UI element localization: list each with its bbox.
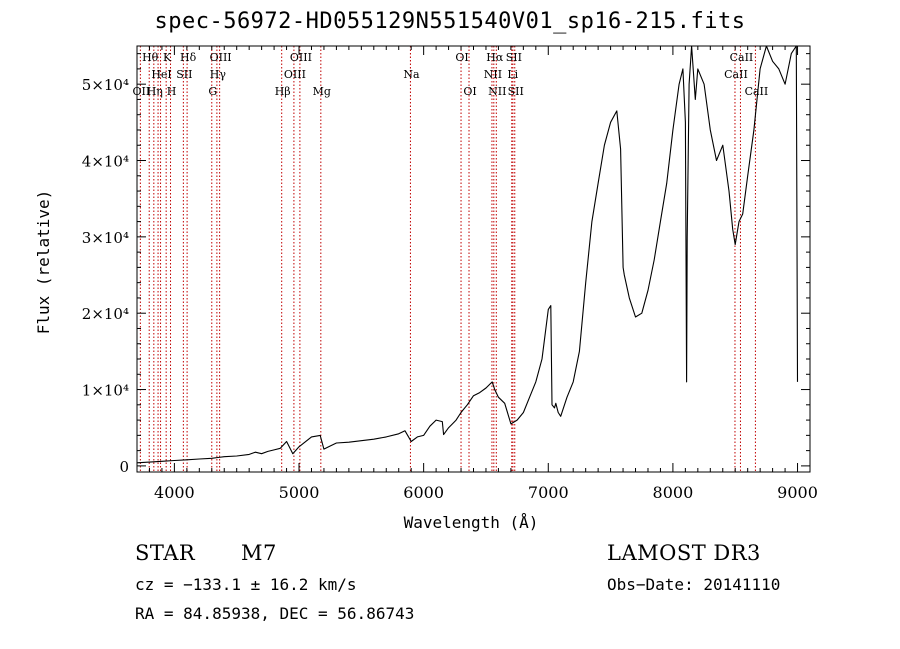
line-label: G [208, 85, 217, 98]
line-label: Hβ [275, 85, 291, 98]
x-axis-label: Wavelength (Å) [404, 513, 539, 532]
y-tick-label: 4×10⁴ [82, 153, 129, 171]
line-label: HeI [151, 68, 171, 81]
line-label: CaII [724, 68, 748, 81]
line-label: OII [133, 85, 151, 98]
line-label: Hγ [210, 68, 227, 81]
spectrum-series [136, 45, 799, 464]
spectrum-line [136, 45, 799, 464]
line-label: K [163, 51, 172, 64]
coordinates: RA = 84.85938, DEC = 56.86743 [135, 604, 415, 623]
y-tick-label: 2×10⁴ [82, 305, 129, 323]
object-subclass: M7 [241, 541, 277, 565]
redshift-velocity: cz = −133.1 ± 16.2 km/s [135, 575, 357, 594]
chart-title: spec-56972-HD055129N551540V01_sp16-215.f… [154, 9, 746, 34]
line-label: Mg [313, 85, 331, 98]
line-label: SII [176, 68, 192, 81]
x-tick-label: 5000 [279, 483, 320, 502]
line-label: Hδ [180, 51, 197, 64]
line-label: NII [484, 68, 502, 81]
line-label: SII [508, 85, 524, 98]
line-label: Hα [486, 51, 504, 64]
x-tick-label: 8000 [653, 483, 694, 502]
y-tick-label: 3×10⁴ [82, 229, 129, 247]
line-labels: OII Hθ Hη HeI K H SII Hδ G Hγ OIII Hβ OIII OIII Mg Na OI… [133, 51, 769, 98]
x-tick-label: 6000 [403, 483, 444, 502]
spectral-line-markers [139, 46, 756, 472]
line-label: NII [488, 85, 506, 98]
line-label: Li [507, 68, 518, 81]
line-label: Na [403, 68, 420, 81]
object-class: STAR [135, 541, 196, 565]
y-tick-label: 0 [119, 458, 129, 476]
line-label: H [167, 85, 177, 98]
line-label: CaII [745, 85, 769, 98]
axes: 4000 5000 6000 7000 8000 9000 0 1×10⁴ 2×10⁴ 3×10⁴… [82, 46, 818, 502]
line-label: OI [463, 85, 476, 98]
observation-date: Obs−Date: 20141110 [607, 575, 781, 594]
line-label: OIII [290, 51, 312, 64]
y-tick-label: 5×10⁴ [82, 76, 129, 94]
line-label: SII [506, 51, 522, 64]
line-label: Hθ [142, 51, 159, 64]
line-label: OIII [284, 68, 306, 81]
line-label: OI [455, 51, 468, 64]
x-tick-label: 7000 [528, 483, 569, 502]
line-label: CaII [730, 51, 754, 64]
y-axis-label: Flux (relative) [34, 190, 53, 335]
survey-name: LAMOST DR3 [607, 541, 761, 565]
plot-frame [136, 45, 811, 473]
y-tick-label: 1×10⁴ [82, 382, 129, 400]
line-label: OIII [210, 51, 232, 64]
x-tick-label: 9000 [777, 483, 818, 502]
x-tick-label: 4000 [154, 483, 195, 502]
line-label: Hη [147, 85, 163, 98]
